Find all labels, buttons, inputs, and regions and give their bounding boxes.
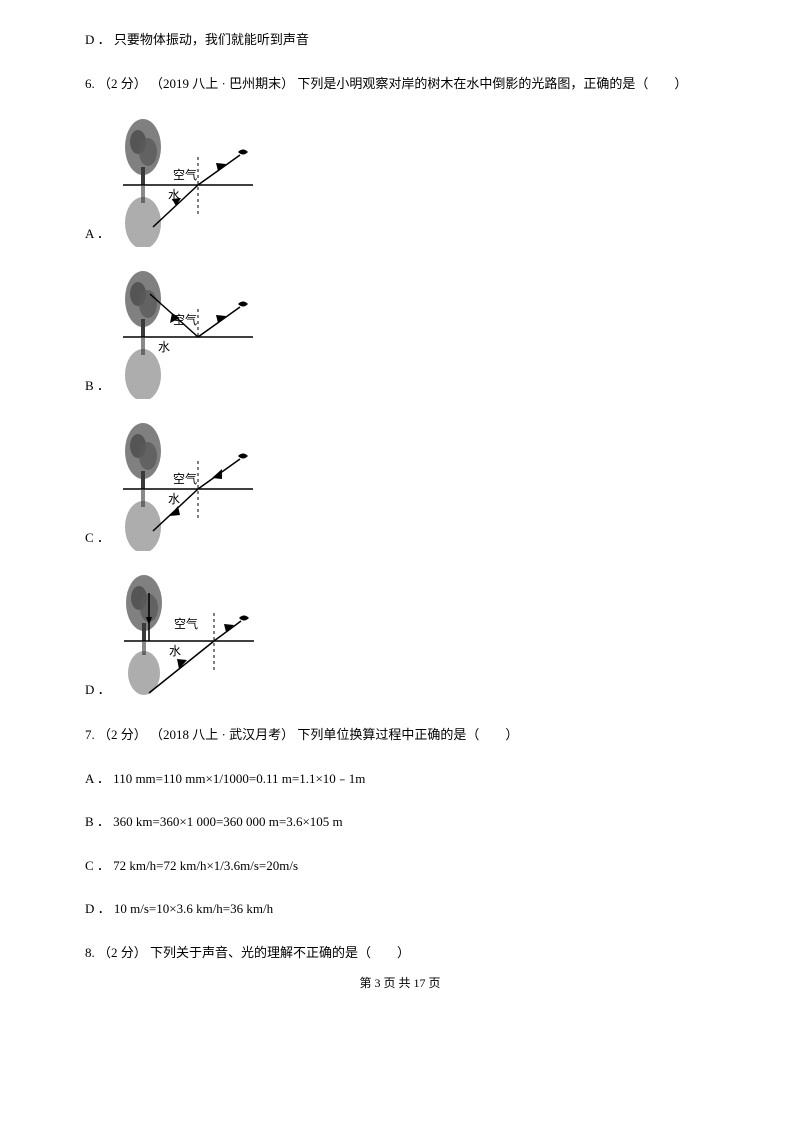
q7-stem: 7. （2 分） （2018 八上 · 武汉月考） 下列单位换算过程中正确的是（… [85, 725, 715, 745]
q7-option-c: C ． 72 km/h=72 km/h×1/3.6m/s=20m/s [85, 856, 715, 876]
diagram-a: 空气 水 [118, 117, 258, 247]
svg-text:水: 水 [158, 340, 170, 354]
svg-text:空气: 空气 [173, 167, 197, 182]
q6-option-a: A ． [85, 117, 715, 247]
option-label-b: B ． [85, 376, 110, 400]
q7-option-a: A ． 110 mm=110 mm×1/1000=0.11 m=1.1×10﹣1… [85, 769, 715, 789]
q7-option-d: D ． 10 m/s=10×3.6 km/h=36 km/h [85, 899, 715, 919]
option-label-c: C ． [85, 528, 110, 552]
page-footer: 第 3 页 共 17 页 [85, 974, 715, 992]
svg-text:空气: 空气 [173, 312, 197, 327]
option-label-d: D ． [85, 680, 111, 704]
q7-option-b: B ． 360 km=360×1 000=360 000 m=3.6×105 m [85, 812, 715, 832]
diagram-d: 空气 水 [119, 573, 259, 703]
q6-option-b: B ． 空气 水 [85, 269, 715, 399]
q8-stem: 8. （2 分） 下列关于声音、光的理解不正确的是（ ） [85, 943, 715, 963]
svg-text:水: 水 [168, 188, 180, 202]
diagram-c: 空气 水 [118, 421, 258, 551]
svg-text:水: 水 [169, 644, 181, 658]
q6-option-d: D ． 空气 水 [85, 573, 715, 703]
svg-text:空气: 空气 [173, 471, 197, 486]
q6-option-c: C ． 空气 水 [85, 421, 715, 551]
page-content: D ． 只要物体振动，我们就能听到声音 6. （2 分） （2019 八上 · … [0, 0, 800, 1012]
svg-text:空气: 空气 [174, 616, 198, 631]
diagram-b: 空气 水 [118, 269, 258, 399]
q5-option-d: D ． 只要物体振动，我们就能听到声音 [85, 30, 715, 50]
q6-stem: 6. （2 分） （2019 八上 · 巴州期末） 下列是小明观察对岸的树木在水… [85, 74, 715, 94]
svg-text:水: 水 [168, 492, 180, 506]
option-label-a: A ． [85, 224, 110, 248]
